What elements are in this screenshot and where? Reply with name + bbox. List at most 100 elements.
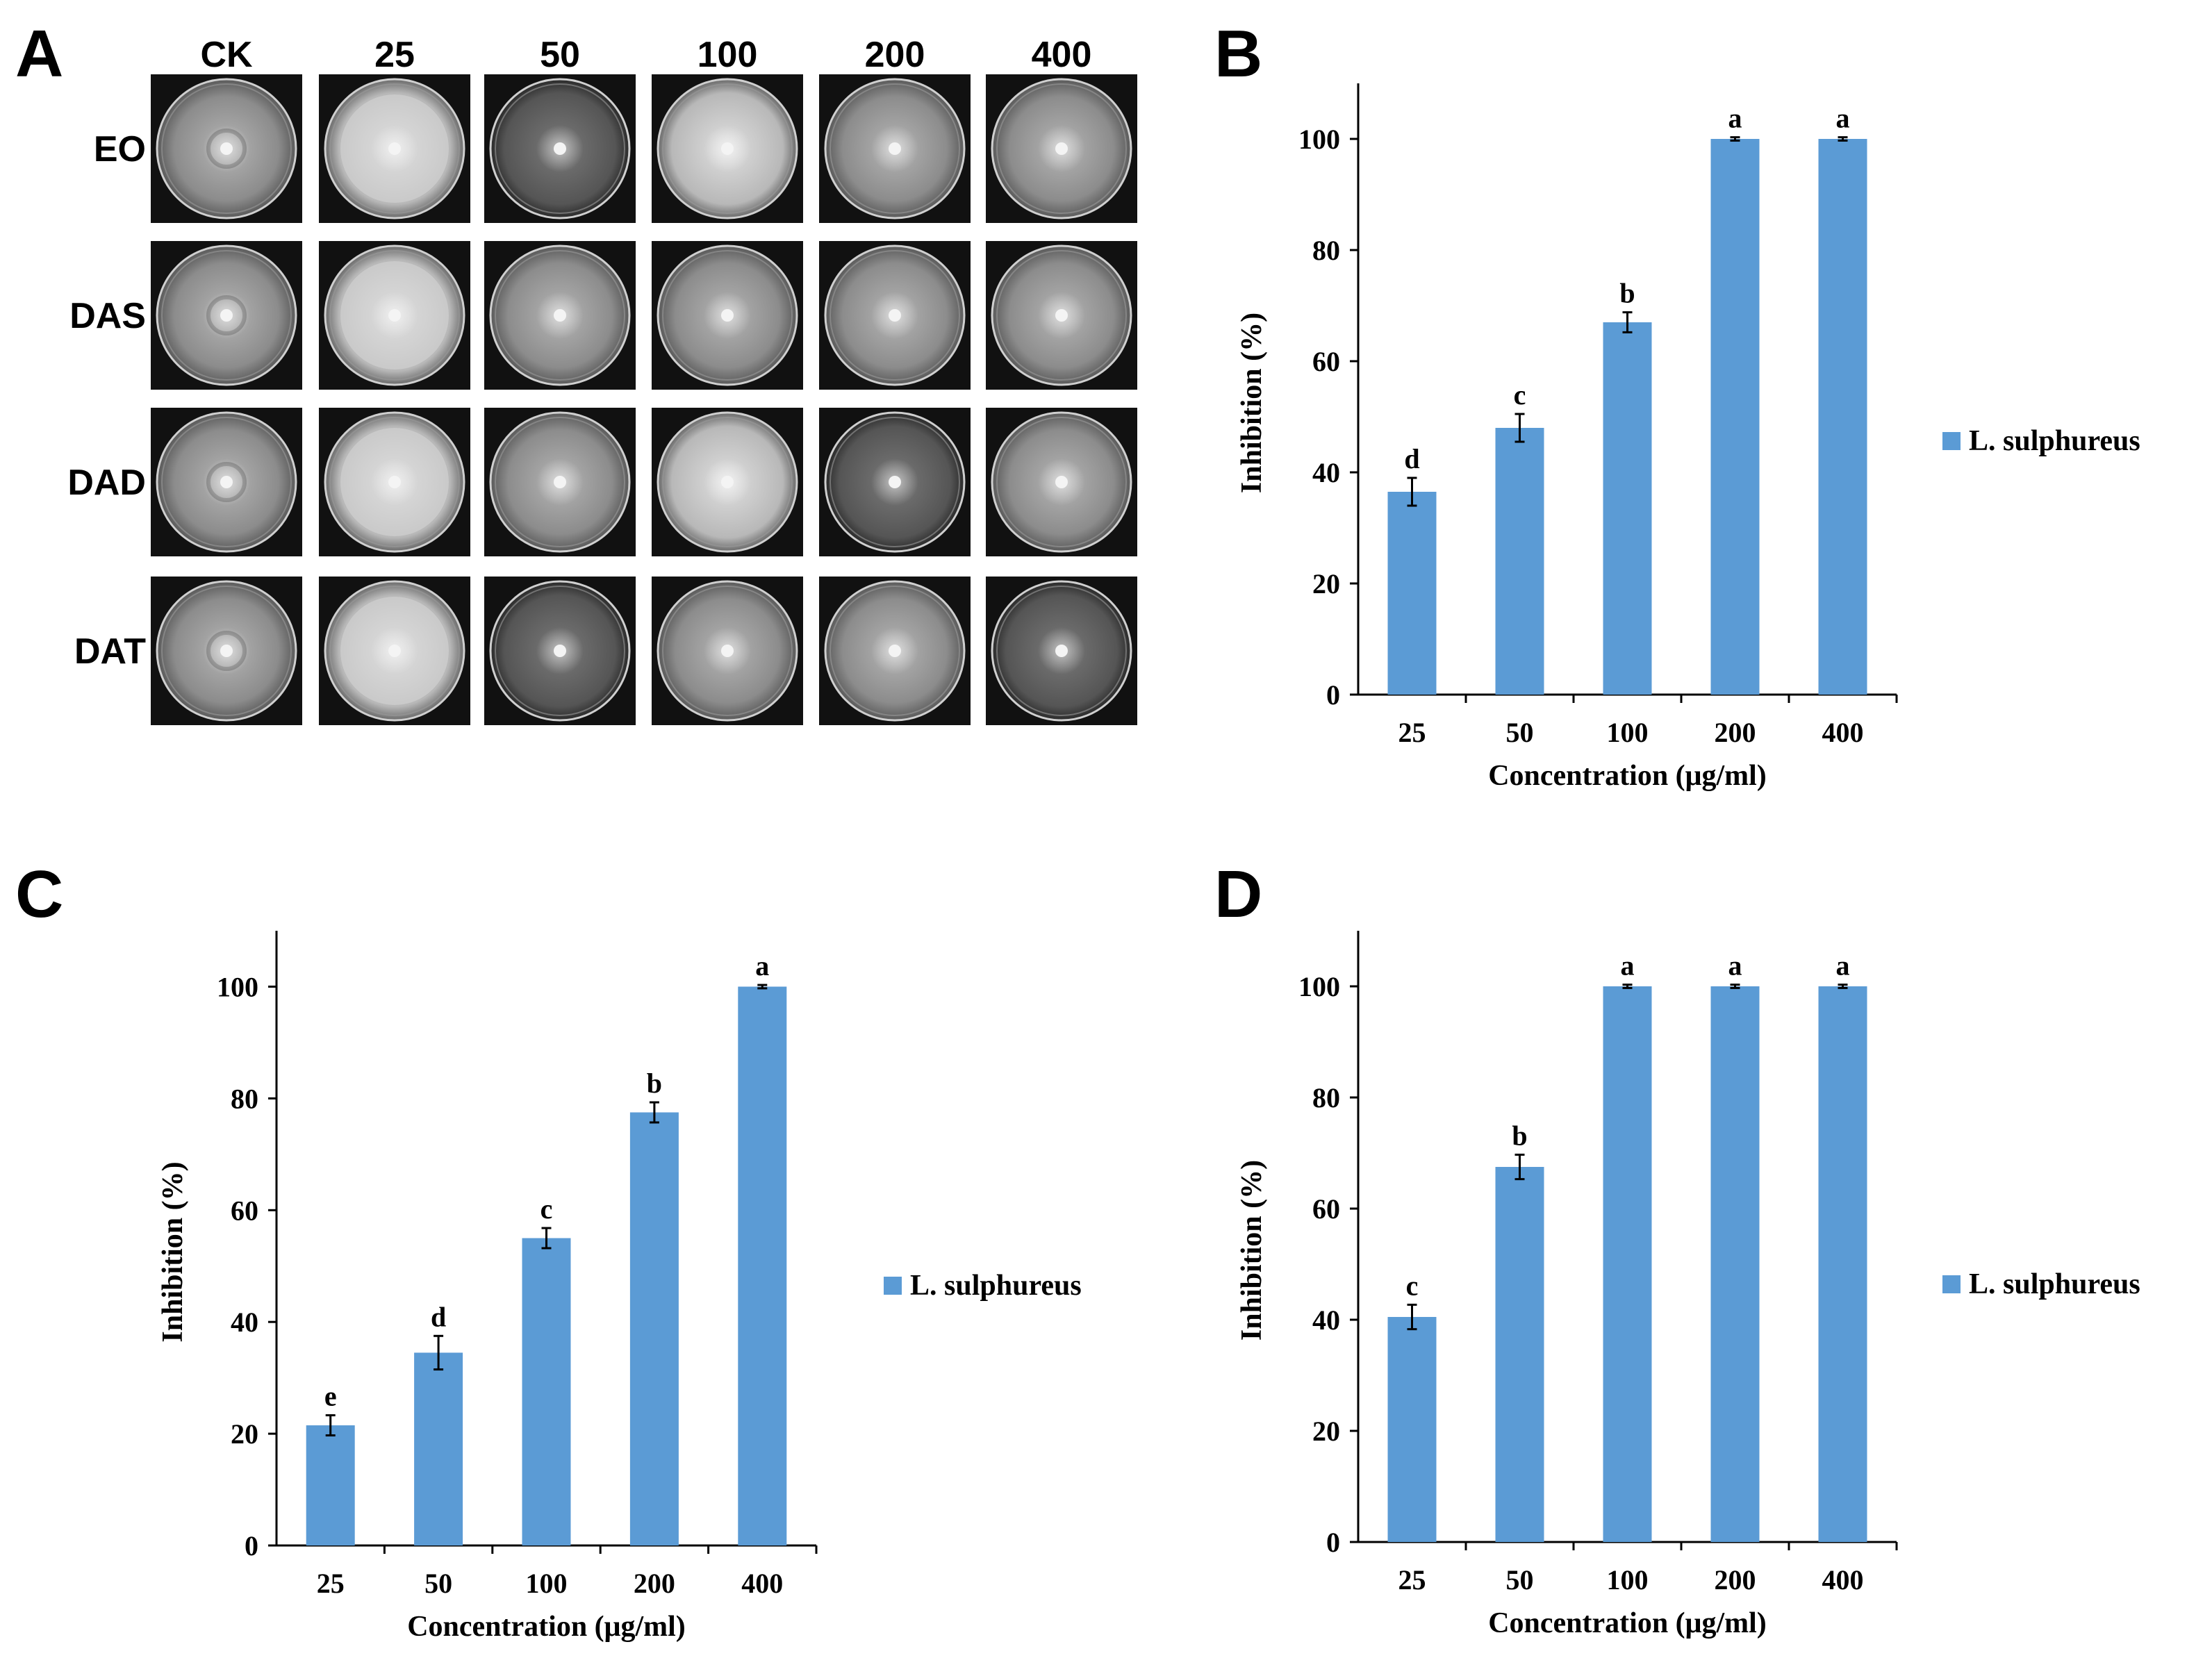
bar	[1818, 986, 1867, 1542]
petri-plate-image	[484, 74, 636, 223]
significance-label: b	[1512, 1120, 1527, 1151]
significance-label: c	[540, 1193, 553, 1225]
row-label: DAD	[67, 463, 146, 503]
column-label: 25	[374, 35, 415, 75]
y-tick-label: 20	[231, 1418, 258, 1450]
row-label: DAT	[74, 631, 146, 672]
y-tick-label: 80	[1312, 235, 1340, 266]
chart-panel-b: B 0 20 40 60 80 100 d 25 c 50 b 100 a 200 a 400 Concentra…	[1214, 17, 2140, 792]
x-tick-label: 25	[1398, 717, 1426, 748]
column-label: 200	[865, 35, 925, 75]
petri-plate-image	[319, 74, 470, 223]
bar	[1603, 322, 1652, 695]
petri-plate-image	[319, 241, 470, 390]
petri-plate-image	[986, 577, 1137, 725]
x-tick-label: 200	[1715, 717, 1756, 748]
bar	[1387, 492, 1437, 695]
petri-plate-image	[986, 408, 1137, 556]
bar	[1495, 1167, 1544, 1542]
legend-label: L. sulphureus	[1969, 425, 2140, 457]
y-tick-label: 40	[1312, 457, 1340, 488]
column-label: 100	[698, 35, 758, 75]
petri-plate-image	[819, 408, 971, 556]
legend-swatch	[884, 1277, 902, 1295]
bar	[1603, 986, 1652, 1542]
petri-plate-image	[819, 74, 971, 223]
panel-letter: D	[1214, 857, 1262, 931]
petri-plate-image	[319, 408, 470, 556]
column-label: CK	[200, 35, 253, 75]
x-tick-label: 400	[1822, 717, 1864, 748]
x-axis-title: Concentration (μg/ml)	[1488, 1607, 1767, 1639]
x-tick-label: 100	[526, 1568, 568, 1599]
x-tick-label: 200	[634, 1568, 675, 1599]
x-tick-label: 50	[1506, 1564, 1534, 1595]
bar	[738, 986, 787, 1545]
x-tick-label: 50	[424, 1568, 452, 1599]
x-tick-label: 200	[1715, 1564, 1756, 1595]
y-axis-title: Inhibition (%)	[157, 1161, 189, 1342]
significance-label: c	[1514, 379, 1526, 411]
bar	[306, 1425, 355, 1545]
y-tick-label: 60	[231, 1195, 258, 1226]
y-axis-title: Inhibition (%)	[1236, 1160, 1268, 1341]
x-tick-label: 400	[741, 1568, 783, 1599]
y-tick-label: 40	[1312, 1304, 1340, 1336]
y-tick-label: 40	[231, 1307, 258, 1338]
x-tick-label: 25	[317, 1568, 345, 1599]
y-tick-label: 100	[1298, 124, 1340, 155]
column-label: 50	[540, 35, 580, 75]
y-tick-label: 80	[1312, 1082, 1340, 1113]
significance-label: d	[431, 1301, 446, 1332]
y-tick-label: 0	[245, 1530, 258, 1561]
petri-plate-image	[484, 577, 636, 725]
bar	[1710, 139, 1760, 695]
significance-label: e	[324, 1381, 337, 1412]
petri-plate-image	[986, 241, 1137, 390]
bar	[1495, 428, 1544, 695]
significance-label: a	[755, 950, 769, 981]
chart-panel-c: C 0 20 40 60 80 100 e 25 d 50 c 100 b 200 a 400 Concentra…	[15, 857, 1082, 1643]
x-tick-label: 100	[1607, 1564, 1649, 1595]
row-label: DAS	[69, 296, 146, 336]
significance-label: a	[1836, 950, 1850, 981]
petri-plate-image	[484, 241, 636, 390]
bar	[629, 1112, 679, 1545]
significance-label: d	[1404, 443, 1419, 474]
column-label: 400	[1032, 35, 1092, 75]
bar	[1818, 139, 1867, 695]
legend-label: L. sulphureus	[910, 1270, 1082, 1302]
y-axis-title: Inhibition (%)	[1236, 313, 1268, 493]
y-tick-label: 20	[1312, 1416, 1340, 1447]
y-tick-label: 60	[1312, 1193, 1340, 1225]
significance-label: a	[1728, 950, 1742, 981]
legend-swatch	[1942, 432, 1961, 450]
legend-label: L. sulphureus	[1969, 1268, 2140, 1300]
y-tick-label: 0	[1326, 679, 1340, 711]
y-tick-label: 60	[1312, 346, 1340, 377]
petri-plate-image	[151, 241, 302, 390]
x-axis-title: Concentration (μg/ml)	[407, 1611, 686, 1643]
significance-label: b	[1619, 278, 1635, 309]
petri-plate-image	[819, 241, 971, 390]
petri-plate-image	[652, 408, 803, 556]
x-tick-label: 400	[1822, 1564, 1864, 1595]
petri-plate-image	[986, 74, 1137, 223]
bar	[522, 1238, 571, 1545]
x-axis-title: Concentration (μg/ml)	[1488, 760, 1767, 792]
y-tick-label: 0	[1326, 1527, 1340, 1558]
row-label: EO	[94, 129, 146, 169]
petri-plate-image	[151, 408, 302, 556]
significance-label: a	[1728, 103, 1742, 134]
significance-label: a	[1621, 950, 1635, 981]
significance-label: c	[1406, 1270, 1419, 1301]
petri-plate-image	[484, 408, 636, 556]
petri-plate-image	[151, 577, 302, 725]
petri-plate-image	[151, 74, 302, 223]
significance-label: b	[647, 1068, 662, 1099]
panel-letter: C	[15, 857, 63, 931]
petri-plate-image	[652, 577, 803, 725]
petri-plate-image	[652, 74, 803, 223]
bar	[1710, 986, 1760, 1542]
